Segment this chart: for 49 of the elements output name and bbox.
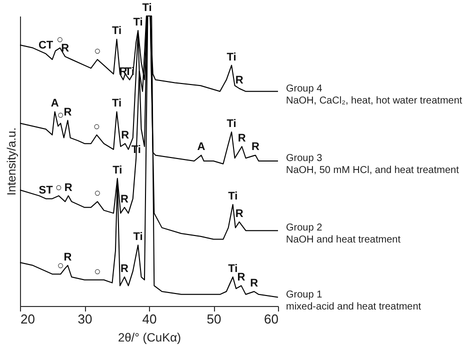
annotation: Ti — [133, 16, 143, 28]
annotation: ○ — [57, 260, 64, 272]
x-tick-label: 50 — [206, 312, 222, 326]
x-tick-label: 40 — [142, 312, 157, 326]
annotation: ○ — [55, 182, 62, 194]
annotation: R — [64, 182, 72, 194]
annotation: Ti — [112, 25, 122, 38]
annotation: ST — [38, 184, 54, 197]
x-tick-label: 30 — [78, 312, 92, 326]
annotation: Ti — [226, 51, 236, 64]
annotation: R — [64, 251, 72, 264]
annotation: R — [238, 132, 246, 144]
annotation: ○ — [94, 46, 101, 58]
annotation: R — [250, 278, 258, 290]
series-label: Group 4 — [286, 83, 323, 94]
annotation: R — [61, 42, 70, 55]
text: NaOH and heat treatment — [286, 234, 401, 246]
annotation: ○ — [94, 188, 101, 200]
annotation: Ti — [228, 190, 238, 202]
annotation: Ti — [228, 263, 238, 275]
series-label: Group 3 — [286, 153, 323, 164]
annotation: A — [50, 98, 59, 110]
series-label: Group 2 — [286, 222, 323, 234]
annotation: R — [235, 74, 244, 86]
annotation: R — [251, 141, 260, 154]
annotation: A — [197, 141, 206, 154]
annotation: CT — [38, 40, 54, 52]
y-axis-title: Intensity/a.u. — [4, 127, 18, 196]
annotation: R — [235, 208, 244, 220]
x-tick-label: 60 — [264, 312, 278, 326]
text: mixed-acid and heat treatment — [286, 301, 422, 312]
x-tick-label: 20 — [20, 312, 35, 326]
annotation: ○ — [57, 109, 64, 122]
annotation: Ti — [142, 2, 152, 14]
annotation: R — [120, 193, 129, 206]
annotation: ○ — [94, 266, 101, 278]
annotation: Ti — [112, 164, 122, 176]
annotation: R — [64, 106, 72, 118]
annotation: R — [237, 272, 246, 284]
series-label: Group 1 — [286, 289, 323, 300]
text: NaOH, CaCl₂, heat, hot water treatment — [286, 95, 462, 106]
annotation: ○ — [93, 120, 100, 133]
annotation: R — [121, 130, 130, 142]
annotation: Ti — [226, 118, 236, 130]
annotation: Ti — [133, 231, 143, 244]
x-axis-title: 2θ/° (CuKα) — [118, 330, 182, 344]
text: NaOH, 50 mM HCl, and heat treatment — [286, 165, 460, 176]
annotation: Ti — [112, 98, 122, 110]
annotation: R — [120, 263, 129, 275]
